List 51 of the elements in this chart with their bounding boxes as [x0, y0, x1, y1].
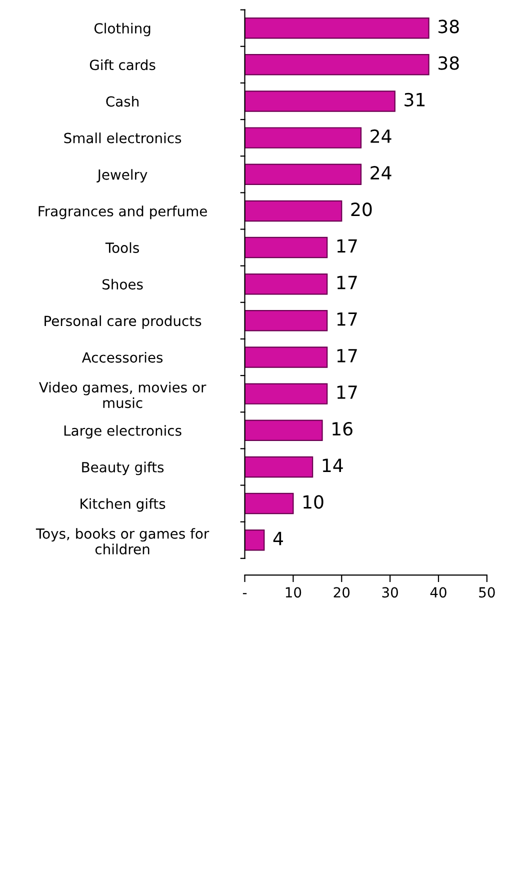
data-label: 17: [337, 349, 357, 362]
x-tick-label: 30: [382, 587, 398, 598]
bar: [244, 17, 430, 39]
y-tick-label: Tools: [105, 242, 139, 254]
bar: [244, 310, 328, 332]
y-tick-label: Shoes: [102, 278, 143, 290]
y-tick-label: Cash: [106, 96, 138, 107]
data-label: 31: [404, 92, 425, 106]
data-label: 24: [370, 129, 392, 143]
bar: [244, 273, 328, 295]
data-label: 17: [337, 276, 357, 290]
data-label: 16: [332, 422, 352, 436]
y-tick-label: Video games, movies or music: [39, 382, 206, 408]
bar: [244, 200, 342, 222]
bar: [244, 420, 323, 441]
data-label: 10: [304, 495, 324, 509]
y-tick-label: Gift cards: [90, 59, 156, 70]
bar: [244, 164, 362, 185]
bar: [244, 90, 396, 112]
bar: [244, 127, 362, 148]
bar: [244, 236, 328, 258]
data-label: 38: [438, 20, 459, 34]
data-label: 20: [351, 202, 372, 216]
x-tick-label: 50: [479, 587, 495, 598]
bar: [244, 456, 314, 478]
bar: [244, 492, 294, 514]
data-label: 4: [273, 532, 283, 546]
x-tick-label: 40: [430, 587, 446, 598]
bar: [244, 383, 328, 404]
data-label: 17: [337, 239, 357, 253]
y-tick-label: Jewelry: [96, 169, 148, 183]
x-tick-label: 20: [334, 587, 350, 598]
y-tick-label: Personal care products: [44, 315, 202, 329]
data-label: 24: [370, 166, 392, 180]
y-tick-label: Fragrances and perfume: [38, 206, 207, 220]
bar: [244, 54, 430, 76]
y-tick-label: Toys, books or games for children: [36, 528, 210, 554]
y-tick-label: Accessories: [82, 352, 163, 363]
x-tick-label: 10: [286, 587, 302, 598]
x-tick-label: -: [242, 593, 247, 594]
data-label: 38: [438, 56, 459, 70]
data-label: 14: [322, 458, 343, 472]
y-tick-label: Clothing: [94, 22, 150, 36]
y-tick-label: Large electronics: [64, 425, 182, 439]
data-label: 17: [337, 386, 357, 399]
bar: [244, 529, 265, 551]
y-tick-label: Small electronics: [64, 132, 182, 144]
bar: [244, 346, 328, 368]
y-tick-label: Beauty gifts: [82, 462, 164, 476]
data-label: 17: [337, 312, 357, 326]
y-tick-label: Kitchen gifts: [80, 498, 166, 512]
